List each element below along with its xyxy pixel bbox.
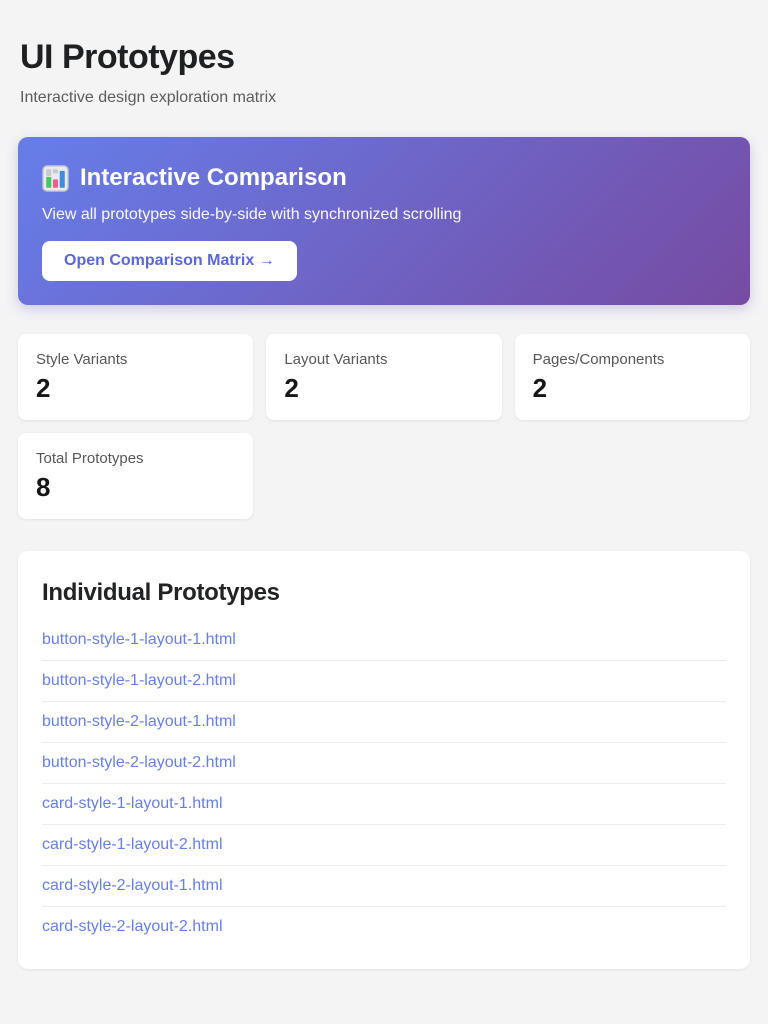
prototype-link[interactable]: button-style-1-layout-2.html (42, 672, 236, 689)
stat-label: Layout Variants (284, 351, 388, 368)
prototype-link[interactable]: button-style-1-layout-1.html (42, 631, 236, 648)
prototype-link[interactable]: button-style-2-layout-2.html (42, 754, 236, 771)
stat-label: Pages/Components (532, 351, 665, 368)
prototype-link[interactable]: card-style-1-layout-2.html (42, 836, 223, 853)
list-item: button-style-2-layout-1.html (42, 702, 726, 743)
stats-grid: Style Variants 2 Layout Variants 2 Pages… (18, 334, 750, 519)
list-item: card-style-2-layout-1.html (42, 866, 726, 907)
stat-value: 2 (36, 373, 51, 403)
bar-chart-icon (42, 164, 69, 192)
hero-heading: Interactive Comparison (42, 164, 726, 192)
open-comparison-matrix-button[interactable]: Open Comparison Matrix → (42, 241, 297, 281)
hero-title-text: Interactive Comparison (80, 164, 347, 191)
list-item: button-style-1-layout-1.html (42, 620, 726, 661)
prototypes-heading: Individual Prototypes (42, 579, 280, 606)
hero-description: View all prototypes side-by-side with sy… (42, 206, 462, 223)
stat-card-style-variants: Style Variants 2 (18, 334, 254, 420)
list-item: card-style-2-layout-2.html (42, 907, 726, 947)
stat-value: 2 (532, 373, 548, 403)
prototype-link[interactable]: card-style-2-layout-2.html (42, 918, 223, 935)
list-item: card-style-1-layout-1.html (42, 784, 726, 825)
stat-label: Total Prototypes (36, 450, 144, 467)
stat-card-pages-components: Pages/Components 2 (514, 334, 750, 420)
prototype-link[interactable]: button-style-2-layout-1.html (42, 713, 236, 730)
individual-prototypes-card: Individual Prototypes button-style-1-lay… (18, 551, 750, 969)
interactive-comparison-card: Interactive Comparison View all prototyp… (18, 137, 750, 305)
stat-value: 2 (284, 373, 299, 403)
stat-label: Style Variants (36, 351, 128, 368)
prototype-link[interactable]: card-style-1-layout-1.html (42, 795, 223, 812)
list-item: button-style-2-layout-2.html (42, 743, 726, 784)
page-subtitle: Interactive design exploration matrix (20, 89, 277, 106)
stat-card-layout-variants: Layout Variants 2 (266, 334, 502, 420)
stat-value: 8 (36, 472, 51, 502)
stat-card-total-prototypes: Total Prototypes 8 (18, 433, 254, 519)
list-item: card-style-1-layout-2.html (42, 825, 726, 866)
page-title: UI Prototypes (20, 38, 235, 76)
prototype-link[interactable]: card-style-2-layout-1.html (42, 877, 223, 894)
prototype-list: button-style-1-layout-1.html button-styl… (42, 620, 726, 947)
list-item: button-style-1-layout-2.html (42, 661, 726, 702)
